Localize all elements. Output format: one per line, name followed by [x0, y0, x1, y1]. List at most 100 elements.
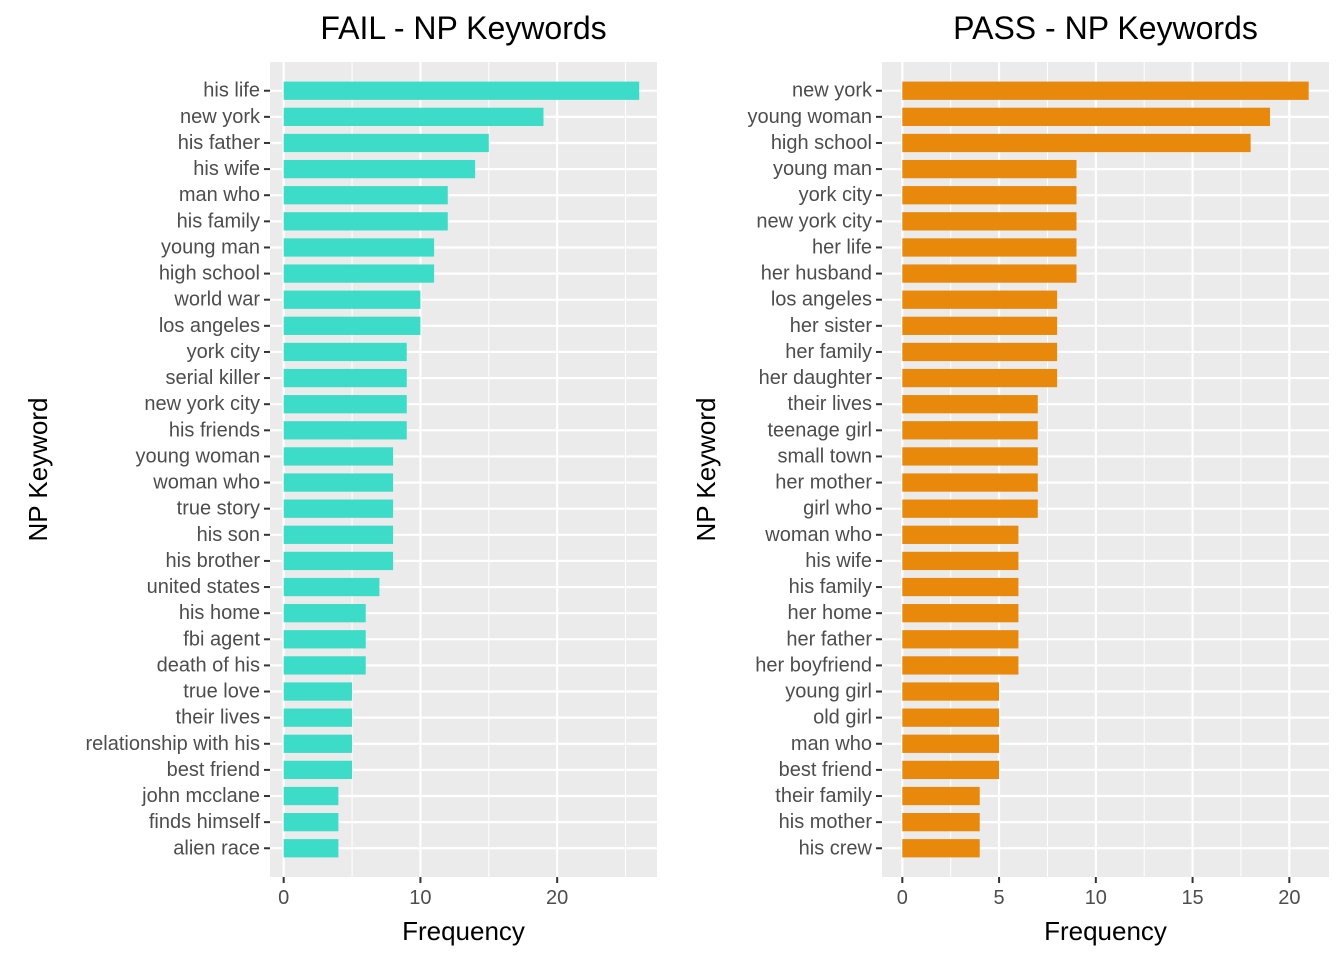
bar-his-mother: [902, 813, 980, 832]
y-tick-label: his brother: [166, 550, 261, 572]
y-tick-label: her family: [785, 341, 872, 363]
y-tick-label: teenage girl: [767, 419, 872, 441]
y-axis-title: NP Keyword: [691, 397, 721, 541]
x-axis-title: Frequency: [1044, 916, 1167, 946]
y-tick-label: her mother: [775, 472, 872, 494]
y-tick-label: her father: [786, 628, 872, 650]
y-tick-label: her husband: [761, 263, 872, 285]
fail-chart-title: FAIL - NP Keywords: [320, 10, 606, 46]
bar-high-school: [902, 133, 1251, 153]
x-tick-label: 10: [1085, 887, 1107, 909]
bar-true-love: [283, 682, 353, 701]
fail-keywords-panel: his life new york his father his wife man wh…: [23, 10, 657, 946]
bar-united-states: [283, 577, 380, 597]
y-tick-label: their lives: [176, 707, 260, 729]
bar-his-home: [283, 604, 366, 623]
y-tick-label: small town: [778, 445, 872, 467]
bar-woman-who: [283, 473, 394, 492]
y-tick-label: his wife: [805, 550, 872, 572]
bar-his-father: [283, 133, 489, 153]
y-tick-label: his life: [203, 80, 260, 102]
y-tick-label: true love: [183, 681, 260, 703]
bar-his-wife: [902, 551, 1019, 571]
y-tick-label: old girl: [813, 707, 872, 729]
bar-young-woman: [902, 107, 1270, 126]
pass-chart-title: PASS - NP Keywords: [953, 10, 1258, 46]
bar-new-york-city: [902, 212, 1077, 231]
y-tick-label: his crew: [799, 837, 873, 859]
bar-young-girl: [902, 682, 1000, 701]
bar-his-friends: [283, 421, 407, 440]
y-tick-label: new york: [792, 80, 873, 102]
y-tick-label: his family: [789, 576, 872, 598]
pass-keywords-panel: new york young woman high school young man y…: [691, 10, 1329, 946]
y-tick-label: serial killer: [166, 367, 261, 389]
bar-woman-who: [902, 525, 1019, 544]
bar-death-of-his: [283, 656, 366, 675]
bar-los-angeles: [902, 290, 1058, 309]
bar-girl-who: [902, 499, 1038, 518]
x-tick-label: 20: [1278, 887, 1300, 909]
y-tick-label: his family: [177, 210, 260, 232]
x-tick-label: 0: [278, 887, 289, 909]
bar-york-city: [283, 342, 407, 362]
bar-their-family: [902, 786, 980, 806]
y-tick-label: man who: [791, 733, 872, 755]
bar-his-brother: [283, 551, 394, 571]
bar-los-angeles: [283, 316, 421, 335]
bar-man-who: [283, 186, 448, 205]
x-axis-title: Frequency: [402, 916, 525, 946]
y-tick-label: their lives: [788, 393, 872, 415]
y-tick-label: new york: [180, 106, 261, 128]
y-tick-label: her daughter: [759, 367, 873, 389]
y-tick-label: her home: [788, 602, 873, 624]
y-tick-label: new york city: [144, 393, 260, 415]
bar-york-city: [902, 186, 1077, 205]
plot-background: [882, 62, 1329, 877]
bar-his-crew: [902, 839, 980, 858]
x-tick-label: 0: [897, 887, 908, 909]
y-tick-label: woman who: [152, 472, 260, 494]
bar-true-story: [283, 499, 394, 518]
bar-best-friend: [902, 760, 1000, 780]
bar-their-lives: [902, 395, 1038, 414]
bar-her-home: [902, 604, 1019, 623]
y-tick-label: alien race: [173, 837, 260, 859]
bar-best-friend: [283, 760, 353, 780]
bar-relationship-with-his: [283, 734, 353, 753]
y-tick-label: high school: [159, 263, 260, 285]
bar-small-town: [902, 447, 1038, 466]
bar-her-sister: [902, 316, 1058, 335]
y-tick-label: young man: [773, 158, 872, 180]
bar-fbi-agent: [283, 630, 366, 649]
y-tick-label: york city: [187, 341, 260, 363]
bar-her-father: [902, 630, 1019, 649]
bar-her-boyfriend: [902, 656, 1019, 675]
y-tick-label: his father: [178, 132, 261, 154]
y-tick-label: his mother: [779, 811, 873, 833]
y-tick-label: world war: [173, 289, 260, 311]
y-tick-label: her sister: [790, 315, 873, 337]
y-tick-label: her boyfriend: [755, 654, 872, 676]
y-tick-label: young woman: [135, 445, 260, 467]
y-tick-label: their family: [775, 785, 872, 807]
x-tick-label: 5: [994, 887, 1005, 909]
x-tick-label: 20: [546, 887, 568, 909]
y-tick-label: york city: [799, 184, 872, 206]
y-tick-label: death of his: [157, 654, 260, 676]
y-tick-label: john mcclane: [141, 785, 260, 807]
bar-his-family: [902, 577, 1019, 597]
y-tick-label: young man: [161, 236, 260, 258]
y-tick-label: united states: [147, 576, 260, 598]
y-tick-label: fbi agent: [183, 628, 260, 650]
y-tick-label: best friend: [779, 759, 872, 781]
bar-his-wife: [283, 159, 476, 179]
bar-her-mother: [902, 473, 1038, 492]
bar-serial-killer: [283, 368, 407, 388]
y-tick-label: his wife: [193, 158, 260, 180]
y-tick-label: her life: [812, 236, 872, 258]
bar-new-york: [902, 81, 1309, 100]
bar-new-york: [283, 107, 544, 126]
x-tick-label: 10: [409, 887, 431, 909]
